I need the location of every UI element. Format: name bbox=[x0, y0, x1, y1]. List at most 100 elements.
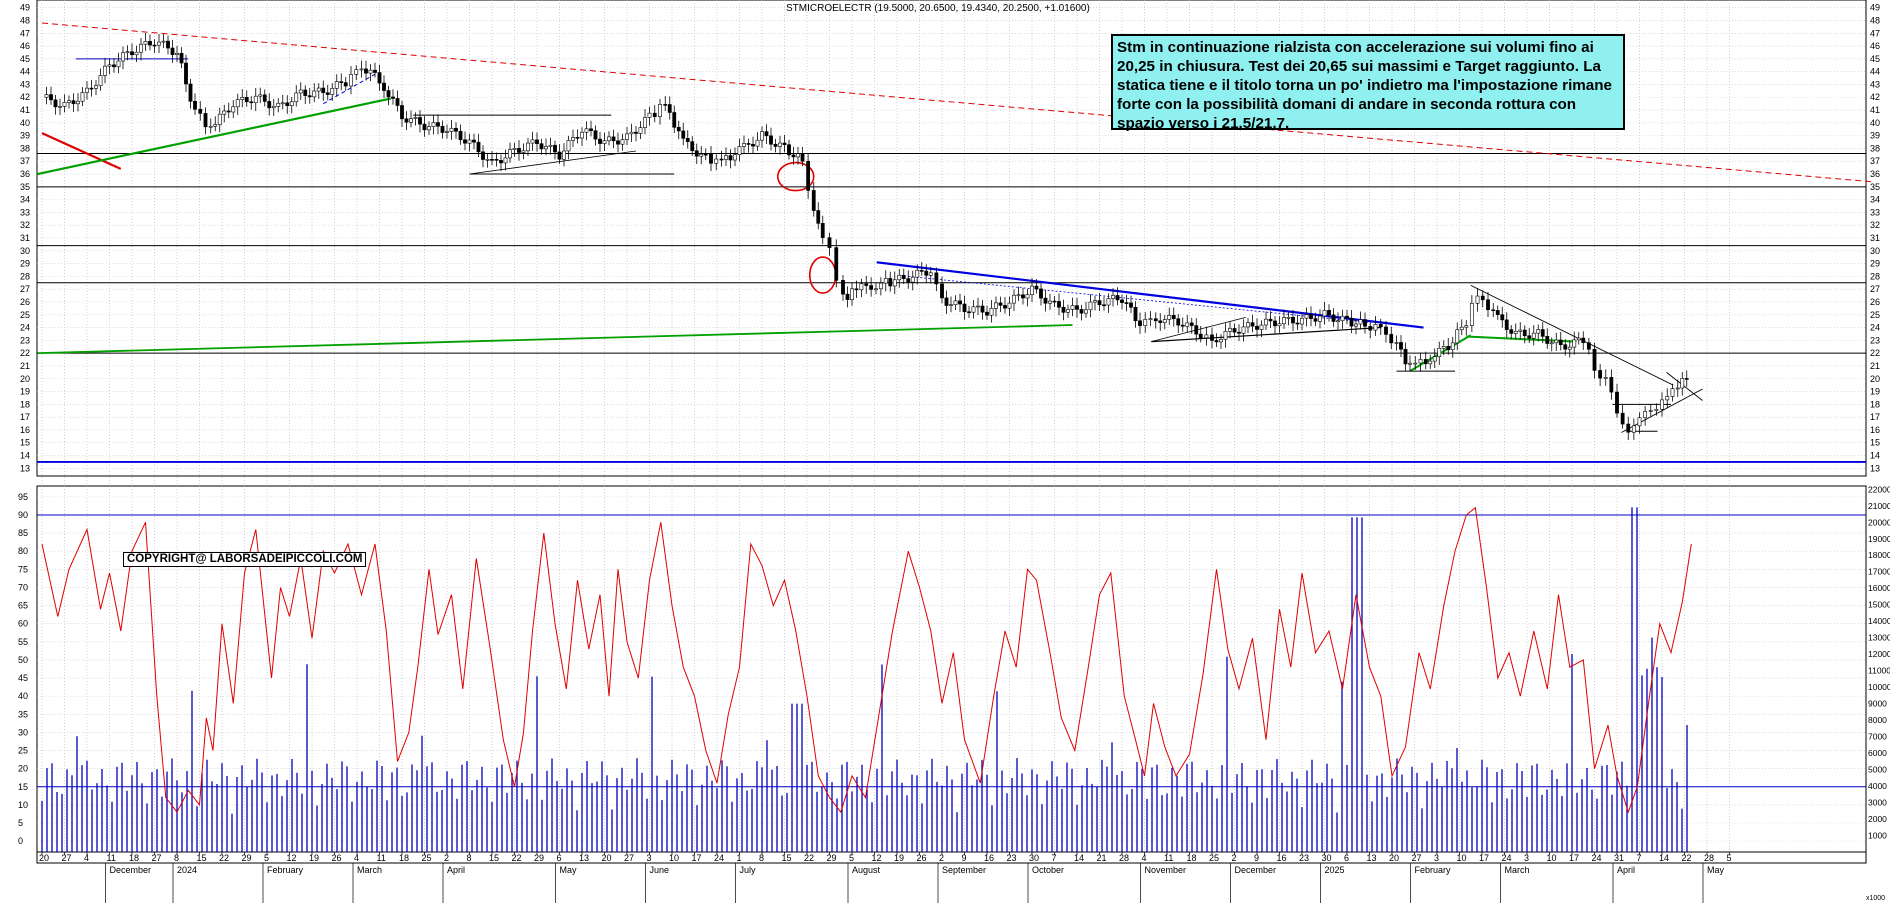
candle-body bbox=[1304, 314, 1309, 319]
candle-body bbox=[602, 140, 607, 144]
candle-body bbox=[530, 139, 535, 144]
candle-body bbox=[454, 127, 458, 132]
candle-body bbox=[571, 136, 575, 141]
candle-body bbox=[116, 60, 121, 68]
candle-body bbox=[1133, 306, 1138, 322]
y-tick-label-left: 31 bbox=[20, 233, 30, 243]
oscillator-tick-label: 80 bbox=[18, 546, 28, 556]
y-tick-label-left: 27 bbox=[20, 284, 30, 294]
candle-body bbox=[1268, 318, 1273, 322]
x-day-tick-label: 26 bbox=[332, 853, 342, 863]
candle-body bbox=[1176, 318, 1181, 326]
candle-body bbox=[445, 131, 449, 133]
volume-tick-label: 15000 bbox=[1868, 600, 1890, 610]
candle-body bbox=[1418, 359, 1423, 364]
candle-body bbox=[258, 94, 263, 97]
volume-tick-label: 9000 bbox=[1868, 699, 1887, 709]
y-tick-label-right: 43 bbox=[1870, 79, 1880, 89]
candle-body bbox=[575, 136, 580, 139]
y-tick-label-right: 45 bbox=[1870, 54, 1880, 64]
y-tick-label-left: 43 bbox=[20, 79, 30, 89]
candle-group bbox=[44, 33, 1689, 440]
candle-body bbox=[796, 153, 800, 158]
y-tick-label-left: 13 bbox=[20, 463, 30, 473]
candle-body bbox=[49, 94, 53, 101]
candle-body bbox=[782, 142, 787, 145]
candle-body bbox=[647, 112, 652, 118]
candle-body bbox=[714, 158, 719, 164]
x-day-tick-label: 18 bbox=[1187, 853, 1197, 863]
x-day-tick-label: 19 bbox=[894, 853, 904, 863]
candle-body bbox=[1389, 334, 1394, 344]
x-day-tick-label: 11 bbox=[1164, 853, 1173, 863]
candle-body bbox=[1180, 324, 1185, 327]
volume-tick-label: 5000 bbox=[1868, 765, 1887, 775]
candle-body bbox=[431, 122, 436, 127]
candle-body bbox=[76, 100, 80, 105]
x-day-tick-label: 13 bbox=[1367, 853, 1377, 863]
candle-body bbox=[1007, 302, 1012, 309]
candle-body bbox=[1313, 318, 1318, 322]
candle-body bbox=[1061, 306, 1066, 313]
x-day-tick-label: 11 bbox=[107, 853, 116, 863]
volume-tick-label: 12000 bbox=[1868, 649, 1890, 659]
candle-body bbox=[377, 72, 382, 84]
candle-body bbox=[364, 68, 368, 74]
y-tick-label-left: 46 bbox=[20, 41, 30, 51]
candle-body bbox=[1615, 391, 1619, 414]
candle-body bbox=[107, 64, 112, 67]
oscillator-tick-label: 30 bbox=[18, 727, 28, 737]
candle-body bbox=[1295, 322, 1300, 325]
candle-body bbox=[512, 148, 517, 150]
candle-body bbox=[910, 276, 915, 283]
candle-body bbox=[553, 144, 557, 153]
candle-body bbox=[1626, 423, 1631, 433]
candle-body bbox=[1228, 328, 1232, 332]
candle-body bbox=[1124, 302, 1129, 304]
candle-body bbox=[1138, 320, 1142, 326]
candle-body bbox=[400, 105, 404, 120]
candle-body bbox=[422, 123, 427, 131]
candle-body bbox=[892, 279, 897, 287]
y-tick-label-right: 17 bbox=[1870, 412, 1880, 422]
volume-tick-label: 1000 bbox=[1868, 831, 1887, 841]
oscillator-tick-label: 35 bbox=[18, 709, 28, 719]
oscillator-tick-label: 5 bbox=[18, 818, 23, 828]
candle-body bbox=[285, 102, 290, 106]
candle-body bbox=[539, 143, 544, 150]
candle-body bbox=[1223, 331, 1228, 340]
candle-body bbox=[458, 130, 463, 141]
y-tick-label-right: 21 bbox=[1870, 361, 1880, 371]
candle-body bbox=[940, 283, 944, 299]
candle-body bbox=[658, 104, 662, 117]
black-short-line bbox=[1666, 372, 1703, 401]
candle-body bbox=[1446, 345, 1451, 351]
candle-body bbox=[962, 303, 967, 313]
candle-body bbox=[1563, 344, 1568, 350]
candle-body bbox=[280, 102, 285, 105]
oscillator-tick-label: 65 bbox=[18, 601, 28, 611]
candle-body bbox=[427, 126, 431, 131]
y-tick-label-right: 15 bbox=[1870, 438, 1880, 448]
candle-body bbox=[418, 117, 422, 125]
candle-body bbox=[589, 128, 593, 132]
x-day-tick-label: 24 bbox=[1592, 853, 1602, 863]
x-day-tick-label: 19 bbox=[309, 853, 319, 863]
candle-body bbox=[440, 125, 445, 133]
volume-tick-label: 20000 bbox=[1868, 517, 1890, 527]
x-day-tick-label: 13 bbox=[579, 853, 589, 863]
candle-body bbox=[213, 124, 218, 127]
volume-tick-label: 19000 bbox=[1868, 534, 1890, 544]
oscillator-tick-label: 40 bbox=[18, 691, 28, 701]
candle-body bbox=[535, 139, 539, 144]
candle-body bbox=[724, 155, 728, 160]
candle-body bbox=[1097, 300, 1102, 306]
candle-body bbox=[1185, 322, 1190, 327]
candle-body bbox=[1480, 295, 1485, 301]
candle-body bbox=[359, 68, 364, 71]
candle-body bbox=[249, 101, 254, 104]
candle-body bbox=[1167, 315, 1172, 320]
x-day-tick-label: 5 bbox=[264, 853, 269, 863]
candle-body bbox=[694, 150, 699, 157]
candle-body bbox=[1088, 301, 1093, 311]
